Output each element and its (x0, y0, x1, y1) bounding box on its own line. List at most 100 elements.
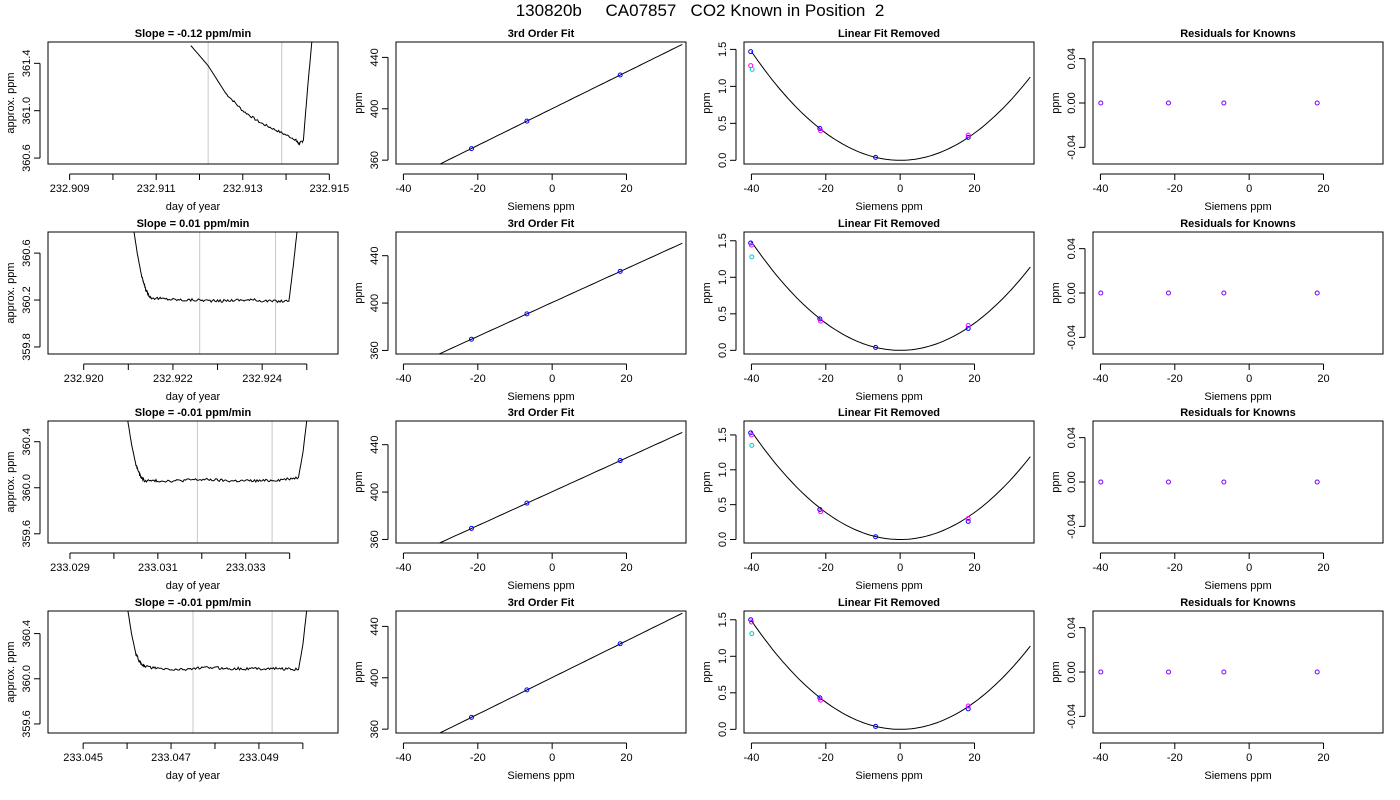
plot-frame (47, 231, 339, 355)
y-tick-label: 1.0 (717, 79, 729, 94)
plot-area (1098, 290, 1320, 296)
x-tick-label: 20 (968, 562, 980, 574)
y-axis-label: ppm (701, 92, 713, 113)
y-tick-label: 1.5 (717, 233, 729, 248)
panel-title: Residuals for Knowns (1180, 28, 1296, 40)
x-tick-label: 20 (968, 752, 980, 764)
panel-r3c0: Slope = -0.01 ppm/min 233.045 233.047 233.0… (5, 597, 339, 782)
x-axis-label: day of year (166, 770, 221, 782)
plot-frame (47, 610, 339, 734)
data-point (818, 128, 824, 134)
concentration-trace (133, 232, 298, 304)
y-tick-label: 360.0 (21, 665, 33, 693)
data-point (749, 631, 755, 637)
y-tick-label: 359.6 (21, 520, 33, 548)
plot-area (438, 431, 683, 543)
x-tick-label: 0 (549, 752, 555, 764)
x-axis-label: Siemens ppm (855, 580, 922, 592)
data-point (965, 325, 971, 331)
y-tick-label: 0.5 (717, 116, 729, 131)
x-axis-label: Siemens ppm (1204, 770, 1271, 782)
x-axis-label: Siemens ppm (1204, 391, 1271, 403)
y-axis-label: approx. ppm (5, 72, 17, 133)
y-tick-label: 0.04 (1066, 238, 1078, 259)
data-point (1165, 669, 1171, 675)
data-point (748, 240, 754, 246)
plot-area (133, 232, 298, 354)
plot-area (190, 42, 313, 164)
fit-curve (750, 620, 1031, 730)
y-axis-label: ppm (353, 471, 365, 492)
fit-curve (750, 51, 1031, 161)
data-point (617, 268, 623, 274)
panel-title: 3rd Order Fit (508, 597, 575, 609)
x-tick-label: 20 (620, 752, 632, 764)
y-tick-label: 0.5 (717, 685, 729, 700)
panel-title: Linear Fit Removed (838, 218, 940, 230)
y-tick-label: 360 (369, 720, 381, 738)
data-point (1314, 290, 1320, 296)
y-tick-label: 0.04 (1066, 427, 1078, 448)
y-axis-label: ppm (701, 471, 713, 492)
y-tick-label: 440 (369, 617, 381, 635)
plot-area (1098, 669, 1320, 675)
x-tick-label: 20 (968, 183, 980, 195)
panel-title: Linear Fit Removed (838, 407, 940, 419)
data-point (468, 714, 474, 720)
y-tick-label: 359.8 (21, 333, 33, 361)
x-tick-label: 20 (620, 373, 632, 385)
panel-r0c1: 3rd Order Fit -40 -20 0 20 Siemens ppm 360 400 4… (353, 28, 687, 213)
x-tick-label: 232.920 (64, 373, 104, 385)
data-point (617, 72, 623, 78)
x-tick-label: -40 (395, 752, 411, 764)
panel-r3c2: Linear Fit Removed -40 -20 0 20 Siemens ppm 0.… (701, 597, 1035, 782)
x-tick-label: 232.913 (223, 183, 263, 195)
y-tick-label: 360.2 (21, 286, 33, 314)
panel-r1c1: 3rd Order Fit -40 -20 0 20 Siemens ppm 360 400 4… (353, 218, 687, 403)
fit-curve (438, 431, 683, 543)
data-point (524, 311, 530, 317)
y-tick-label: 361.4 (21, 50, 33, 78)
data-point (1098, 669, 1104, 675)
y-tick-label: 360.6 (21, 144, 33, 172)
data-point (965, 132, 971, 138)
y-axis-label: ppm (701, 661, 713, 682)
x-tick-label: 233.033 (226, 562, 266, 574)
x-tick-label: -40 (395, 373, 411, 385)
data-point (1098, 479, 1104, 485)
panel-title: Slope = -0.01 ppm/min (135, 597, 252, 609)
x-tick-label: -40 (743, 752, 759, 764)
x-axis-label: Siemens ppm (507, 580, 574, 592)
data-point (617, 458, 623, 464)
fit-curve (437, 242, 683, 354)
panel-r2c2: Linear Fit Removed -40 -20 0 20 Siemens ppm 0.… (701, 407, 1035, 592)
y-tick-label: 360 (369, 530, 381, 548)
plot-frame (1092, 41, 1384, 165)
x-tick-label: 233.029 (50, 562, 90, 574)
y-axis-label: ppm (1050, 661, 1062, 682)
x-axis-label: Siemens ppm (855, 391, 922, 403)
x-tick-label: 0 (549, 373, 555, 385)
plot-area (748, 49, 1031, 161)
fit-curve (439, 43, 683, 164)
x-tick-label: -20 (1167, 183, 1183, 195)
x-tick-label: -20 (470, 752, 486, 764)
data-point (817, 126, 823, 132)
data-point (873, 534, 879, 540)
panel-title: Slope = 0.01 ppm/min (137, 218, 250, 230)
x-axis-label: day of year (166, 580, 221, 592)
y-tick-label: 1.0 (717, 270, 729, 285)
data-point (817, 695, 823, 701)
x-tick-label: 233.049 (239, 752, 279, 764)
panel-title: Linear Fit Removed (838, 28, 940, 40)
plot-frame (395, 231, 687, 355)
y-tick-label: 0.0 (717, 722, 729, 737)
data-point (748, 242, 754, 248)
y-tick-label: 0.00 (1066, 661, 1078, 682)
fit-curve (750, 241, 1031, 351)
data-point (1098, 100, 1104, 106)
plot-area (127, 421, 308, 543)
y-tick-label: 1.5 (717, 612, 729, 627)
y-axis-label: ppm (353, 661, 365, 682)
